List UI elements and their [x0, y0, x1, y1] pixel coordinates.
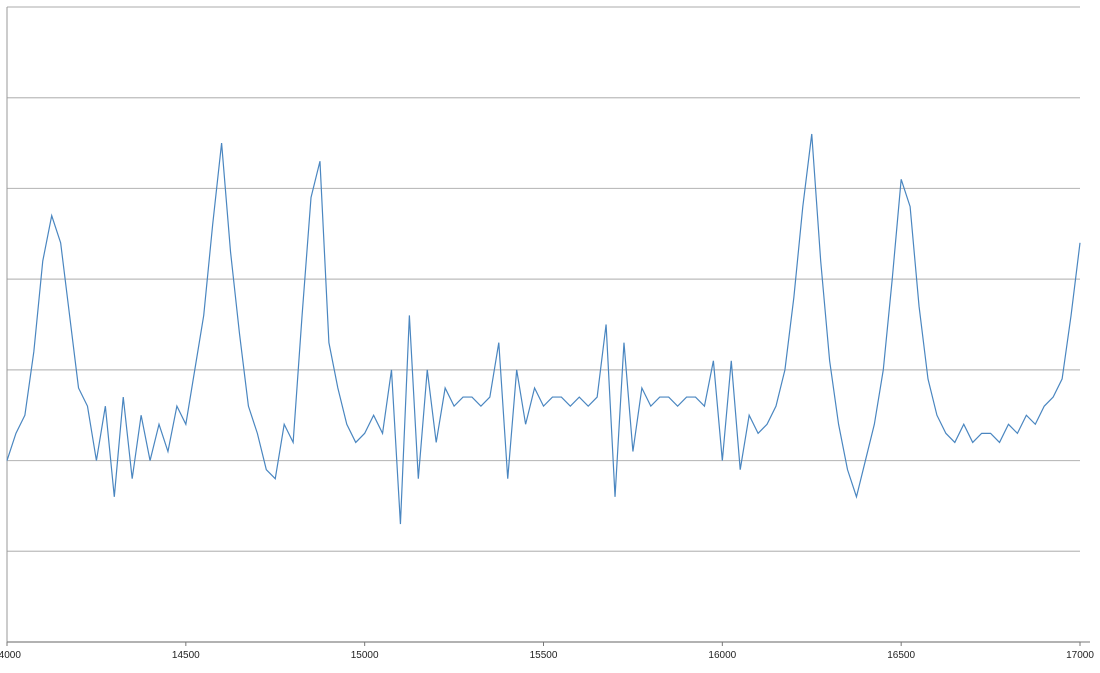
x-tick-label: 14000	[0, 650, 21, 661]
x-tick-label: 15500	[530, 650, 558, 661]
x-tick-label: 14500	[172, 650, 200, 661]
x-tick-label: 15000	[351, 650, 379, 661]
x-tick-label: 17000	[1066, 650, 1094, 661]
x-tick-label: 16000	[708, 650, 736, 661]
series-line	[6, 133, 1081, 525]
x-tick-label: 16500	[887, 650, 915, 661]
